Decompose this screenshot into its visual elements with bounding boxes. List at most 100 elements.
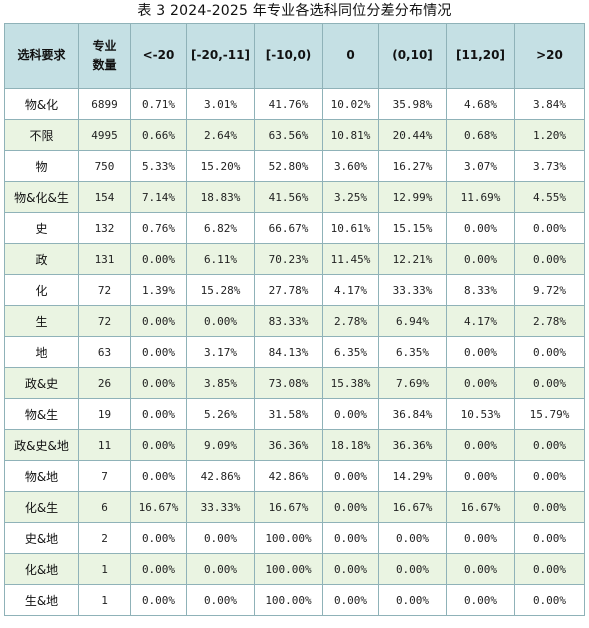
cell-percent: 11.69% <box>446 181 515 213</box>
cell-requirement: 政 <box>4 243 79 275</box>
cell-percent: 73.08% <box>254 367 323 399</box>
table-row: 地 63 0.00% 3.17% 84.13% 6.35% 6.35% 0.00% 0.00% <box>4 336 585 368</box>
cell-percent: 0.00% <box>446 212 515 244</box>
table-row: 生&地 1 0.00% 0.00% 100.00% 0.00% 0.00% 0.00% 0.00… <box>4 584 585 616</box>
cell-percent: 100.00% <box>254 522 323 554</box>
cell-percent: 2.78% <box>514 305 585 337</box>
cell-percent: 41.76% <box>254 88 323 120</box>
table-row: 政&史 26 0.00% 3.85% 73.08% 15.38% 7.69% 0.00% 0.0… <box>4 367 585 399</box>
cell-percent: 0.00% <box>130 553 187 585</box>
cell-percent: 0.00% <box>378 522 447 554</box>
cell-percent: 0.00% <box>446 336 515 368</box>
table-row: 物 750 5.33% 15.20% 52.80% 3.60% 16.27% 3.07% 3.7… <box>4 150 585 182</box>
cell-percent: 3.17% <box>186 336 255 368</box>
header-bin-neg20-neg11: [-20,-11] <box>186 23 255 89</box>
cell-percent: 15.79% <box>514 398 585 430</box>
cell-percent: 100.00% <box>254 584 323 616</box>
table-row: 生 72 0.00% 0.00% 83.33% 2.78% 6.94% 4.17% 2.78% <box>4 305 585 337</box>
table-row: 化 72 1.39% 15.28% 27.78% 4.17% 33.33% 8.33% 9.72… <box>4 274 585 306</box>
cell-percent: 0.00% <box>378 553 447 585</box>
cell-percent: 0.00% <box>514 491 585 523</box>
cell-percent: 4.17% <box>322 274 379 306</box>
header-count: 专业 数量 <box>78 23 131 89</box>
cell-percent: 0.00% <box>322 522 379 554</box>
cell-percent: 9.09% <box>186 429 255 461</box>
cell-requirement: 政&史 <box>4 367 79 399</box>
cell-percent: 0.00% <box>130 522 187 554</box>
cell-count: 72 <box>78 305 131 337</box>
cell-percent: 18.18% <box>322 429 379 461</box>
cell-percent: 6.11% <box>186 243 255 275</box>
cell-percent: 0.71% <box>130 88 187 120</box>
cell-percent: 42.86% <box>254 460 323 492</box>
cell-requirement: 物&化 <box>4 88 79 120</box>
cell-percent: 0.00% <box>130 367 187 399</box>
cell-percent: 0.00% <box>130 429 187 461</box>
cell-percent: 0.00% <box>378 584 447 616</box>
cell-count: 131 <box>78 243 131 275</box>
cell-count: 7 <box>78 460 131 492</box>
header-requirement: 选科要求 <box>4 23 79 89</box>
cell-percent: 15.15% <box>378 212 447 244</box>
cell-requirement: 政&史&地 <box>4 429 79 461</box>
cell-percent: 9.72% <box>514 274 585 306</box>
cell-count: 1 <box>78 553 131 585</box>
cell-count: 26 <box>78 367 131 399</box>
distribution-table: 选科要求 专业 数量 <-20 [-20,-11] [-10,0) 0 (0,1… <box>4 23 585 616</box>
cell-percent: 0.00% <box>446 243 515 275</box>
cell-percent: 10.53% <box>446 398 515 430</box>
table-header-row: 选科要求 专业 数量 <-20 [-20,-11] [-10,0) 0 (0,1… <box>4 23 585 89</box>
cell-percent: 0.00% <box>446 367 515 399</box>
cell-percent: 36.84% <box>378 398 447 430</box>
cell-percent: 5.33% <box>130 150 187 182</box>
table-row: 化&生 6 16.67% 33.33% 16.67% 0.00% 16.67% 16.67% 0… <box>4 491 585 523</box>
cell-percent: 33.33% <box>378 274 447 306</box>
header-bin-neg10-0: [-10,0) <box>254 23 323 89</box>
cell-percent: 27.78% <box>254 274 323 306</box>
cell-percent: 4.17% <box>446 305 515 337</box>
cell-percent: 10.81% <box>322 119 379 151</box>
cell-percent: 66.67% <box>254 212 323 244</box>
cell-percent: 6.35% <box>322 336 379 368</box>
cell-count: 132 <box>78 212 131 244</box>
header-bin-gt-20: >20 <box>514 23 585 89</box>
table-row: 史 132 0.76% 6.82% 66.67% 10.61% 15.15% 0.00% 0.0… <box>4 212 585 244</box>
cell-percent: 36.36% <box>254 429 323 461</box>
cell-percent: 3.25% <box>322 181 379 213</box>
cell-percent: 0.00% <box>514 553 585 585</box>
cell-percent: 0.00% <box>446 584 515 616</box>
cell-count: 63 <box>78 336 131 368</box>
cell-percent: 0.00% <box>130 460 187 492</box>
cell-requirement: 物&化&生 <box>4 181 79 213</box>
cell-percent: 6.82% <box>186 212 255 244</box>
cell-percent: 0.00% <box>130 398 187 430</box>
cell-percent: 6.94% <box>378 305 447 337</box>
cell-percent: 16.27% <box>378 150 447 182</box>
cell-percent: 0.00% <box>130 243 187 275</box>
table-row: 物&化&生 154 7.14% 18.83% 41.56% 3.25% 12.99% 11.6… <box>4 181 585 213</box>
cell-count: 19 <box>78 398 131 430</box>
cell-requirement: 不限 <box>4 119 79 151</box>
cell-percent: 0.00% <box>446 429 515 461</box>
cell-percent: 4.55% <box>514 181 585 213</box>
cell-percent: 0.00% <box>322 584 379 616</box>
cell-percent: 0.00% <box>322 491 379 523</box>
table-caption: 表 3 2024-2025 年专业各选科同位分差分布情况 <box>137 3 452 19</box>
cell-percent: 83.33% <box>254 305 323 337</box>
cell-count: 2 <box>78 522 131 554</box>
cell-percent: 0.00% <box>514 584 585 616</box>
cell-percent: 10.61% <box>322 212 379 244</box>
cell-percent: 0.00% <box>446 522 515 554</box>
cell-percent: 7.14% <box>130 181 187 213</box>
cell-count: 750 <box>78 150 131 182</box>
table-body: 物&化 6899 0.71% 3.01% 41.76% 10.02% 35.98% 4.68%… <box>4 88 585 616</box>
cell-percent: 100.00% <box>254 553 323 585</box>
cell-requirement: 史 <box>4 212 79 244</box>
cell-percent: 1.20% <box>514 119 585 151</box>
cell-percent: 42.86% <box>186 460 255 492</box>
header-bin-0-10: (0,10] <box>378 23 447 89</box>
cell-percent: 14.29% <box>378 460 447 492</box>
cell-percent: 3.85% <box>186 367 255 399</box>
cell-percent: 10.02% <box>322 88 379 120</box>
cell-percent: 16.67% <box>254 491 323 523</box>
